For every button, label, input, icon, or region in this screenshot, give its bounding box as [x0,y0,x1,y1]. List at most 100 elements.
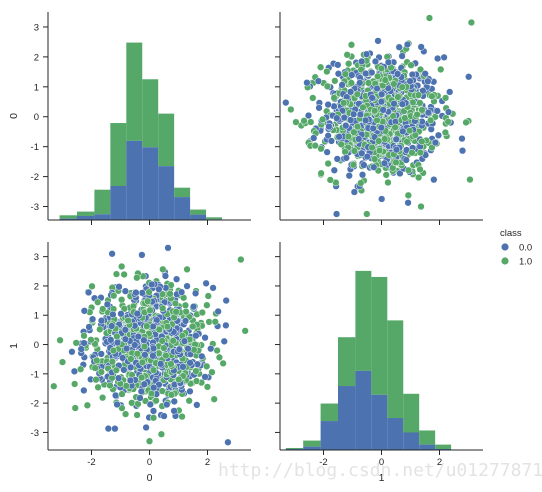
scatter-bottom-point-class-0 [146,400,154,409]
scatter-top-point-class-1 [323,67,331,76]
scatter-top-point-class-1 [363,210,371,218]
scatter-top-point-class-1 [323,82,332,90]
scatter-top-point-class-0 [369,124,377,133]
scatter-top-point-class-0 [362,50,371,58]
legend-label-class-1: 1.0 [519,257,532,268]
hist-var1-xtick-label: -2 [319,457,327,468]
hist-var1-bar-class-0 [338,386,356,450]
scatter-top-point-class-1 [347,79,356,87]
hist-var0-ytick-label: 0 [34,112,39,123]
scatter-bottom-point-class-0 [142,423,150,432]
scatter-bottom-ytick-label: 3 [34,252,39,263]
scatter-top-point-class-0 [403,40,412,49]
scatter-top-point-class-1 [337,140,345,148]
scatter-top-point-class-0 [433,107,441,115]
scatter-bottom-point-class-0 [222,321,230,330]
scatter-top-point-class-0 [304,111,313,120]
scatter-bottom-point-class-1 [80,332,88,340]
scatter-top-point-class-1 [331,77,339,85]
scatter-bottom-point-class-0 [80,307,89,315]
scatter-bottom-point-class-1 [160,344,168,352]
scatter-top-point-class-0 [419,87,427,95]
scatter-bottom-point-class-0 [207,345,215,353]
scatter-top-point-class-0 [347,116,355,124]
scatter-bottom-point-class-0 [140,336,148,344]
scatter-top-point-class-0 [327,137,336,145]
hist-var1-bar-class-0 [403,432,420,450]
hist-var1-xtick-label: 2 [437,457,442,468]
scatter-top-point-class-0 [431,138,440,147]
scatter-bottom-point-class-0 [175,345,184,353]
hist-var1-bar-class-0 [435,448,452,450]
hist-var0-bar-class-0 [142,147,159,220]
scatter-top-point-class-0 [417,43,425,51]
scatter-bottom-point-class-0 [70,367,79,375]
scatter-top-point-class-0 [377,124,385,132]
hist-var1-bar-class-1 [355,270,372,371]
hist-var0-bar-class-1 [94,189,111,215]
scatter-top-point-class-0 [380,159,389,167]
scatter-bottom-point-class-0 [140,380,148,388]
scatter-bottom-point-class-0 [181,317,190,325]
scatter-top-point-class-0 [350,188,358,196]
legend-title: class [500,228,522,239]
scatter-bottom-point-class-0 [201,334,209,342]
scatter-top-point-class-1 [324,159,332,168]
scatter-bottom-point-class-0 [121,326,130,334]
scatter-top-point-class-0 [342,122,350,130]
scatter-bottom-point-class-1 [149,414,158,422]
scatter-bottom-point-class-0 [113,338,122,347]
scatter-bottom-point-class-1 [203,383,212,391]
legend-marker-class-1 [501,257,509,265]
scatter-top-point-class-1 [418,106,426,114]
scatter-bottom-point-class-1 [72,339,80,347]
scatter-bottom-point-class-1 [91,364,99,372]
scatter-top-point-class-1 [392,158,400,167]
scatter-bottom-point-class-1 [178,412,186,421]
scatter-top-point-class-1 [390,80,398,88]
scatter-bottom-point-class-0 [224,438,232,446]
scatter-bottom-point-class-0 [107,336,115,344]
scatter-bottom-point-class-1 [118,262,126,271]
scatter-top-point-class-1 [359,103,367,111]
scatter-bottom-point-class-0 [186,359,194,367]
scatter-top-point-class-1 [311,141,319,150]
scatter-top-point-class-1 [341,70,349,78]
scatter-top-point-class-1 [316,63,325,71]
scatter-bottom-point-class-0 [186,387,194,395]
scatter-bottom-point-class-1 [166,290,174,298]
scatter-top-point-class-0 [373,84,381,93]
scatter-top-point-class-0 [356,110,365,119]
scatter-bottom-point-class-1 [149,366,158,374]
scatter-top-point-class-1 [403,138,411,146]
scatter-bottom-point-class-0 [150,383,158,392]
scatter-top-point-class-1 [349,161,358,169]
scatter-top-point-class-0 [440,53,448,62]
scatter-top-point-class-1 [437,65,445,74]
hist-var1-xtick-label: 0 [379,457,384,468]
legend-marker-class-0 [501,243,509,251]
scatter-bottom-point-class-0 [193,401,201,409]
scatter-bottom-point-class-0 [68,348,76,356]
scatter-bottom-point-class-1 [56,336,64,344]
scatter-bottom-point-class-0 [115,283,123,291]
scatter-bottom-point-class-1 [205,318,213,326]
scatter-bottom-point-class-0 [149,344,158,352]
scatter-bottom-point-class-0 [77,345,85,353]
scatter-top-point-class-0 [335,133,343,141]
scatter-bottom-point-class-0 [120,366,128,374]
scatter-top-point-class-0 [374,37,382,45]
scatter-bottom-point-class-1 [109,346,118,355]
scatter-bottom-point-class-1 [108,358,116,366]
scatter-top-point-class-1 [368,143,376,152]
scatter-bottom-point-class-0 [202,279,210,287]
scatter-bottom-point-class-0 [121,335,130,343]
scatter-top-point-class-1 [414,173,423,182]
scatter-bottom-point-class-0 [184,345,192,353]
scatter-top-point-class-0 [345,172,353,180]
scatter-bottom-point-class-1 [159,265,167,273]
scatter-top-point-class-1 [287,105,295,114]
scatter-top-point-class-1 [330,94,338,102]
scatter-panel-var1-vs-var0 [275,12,483,225]
